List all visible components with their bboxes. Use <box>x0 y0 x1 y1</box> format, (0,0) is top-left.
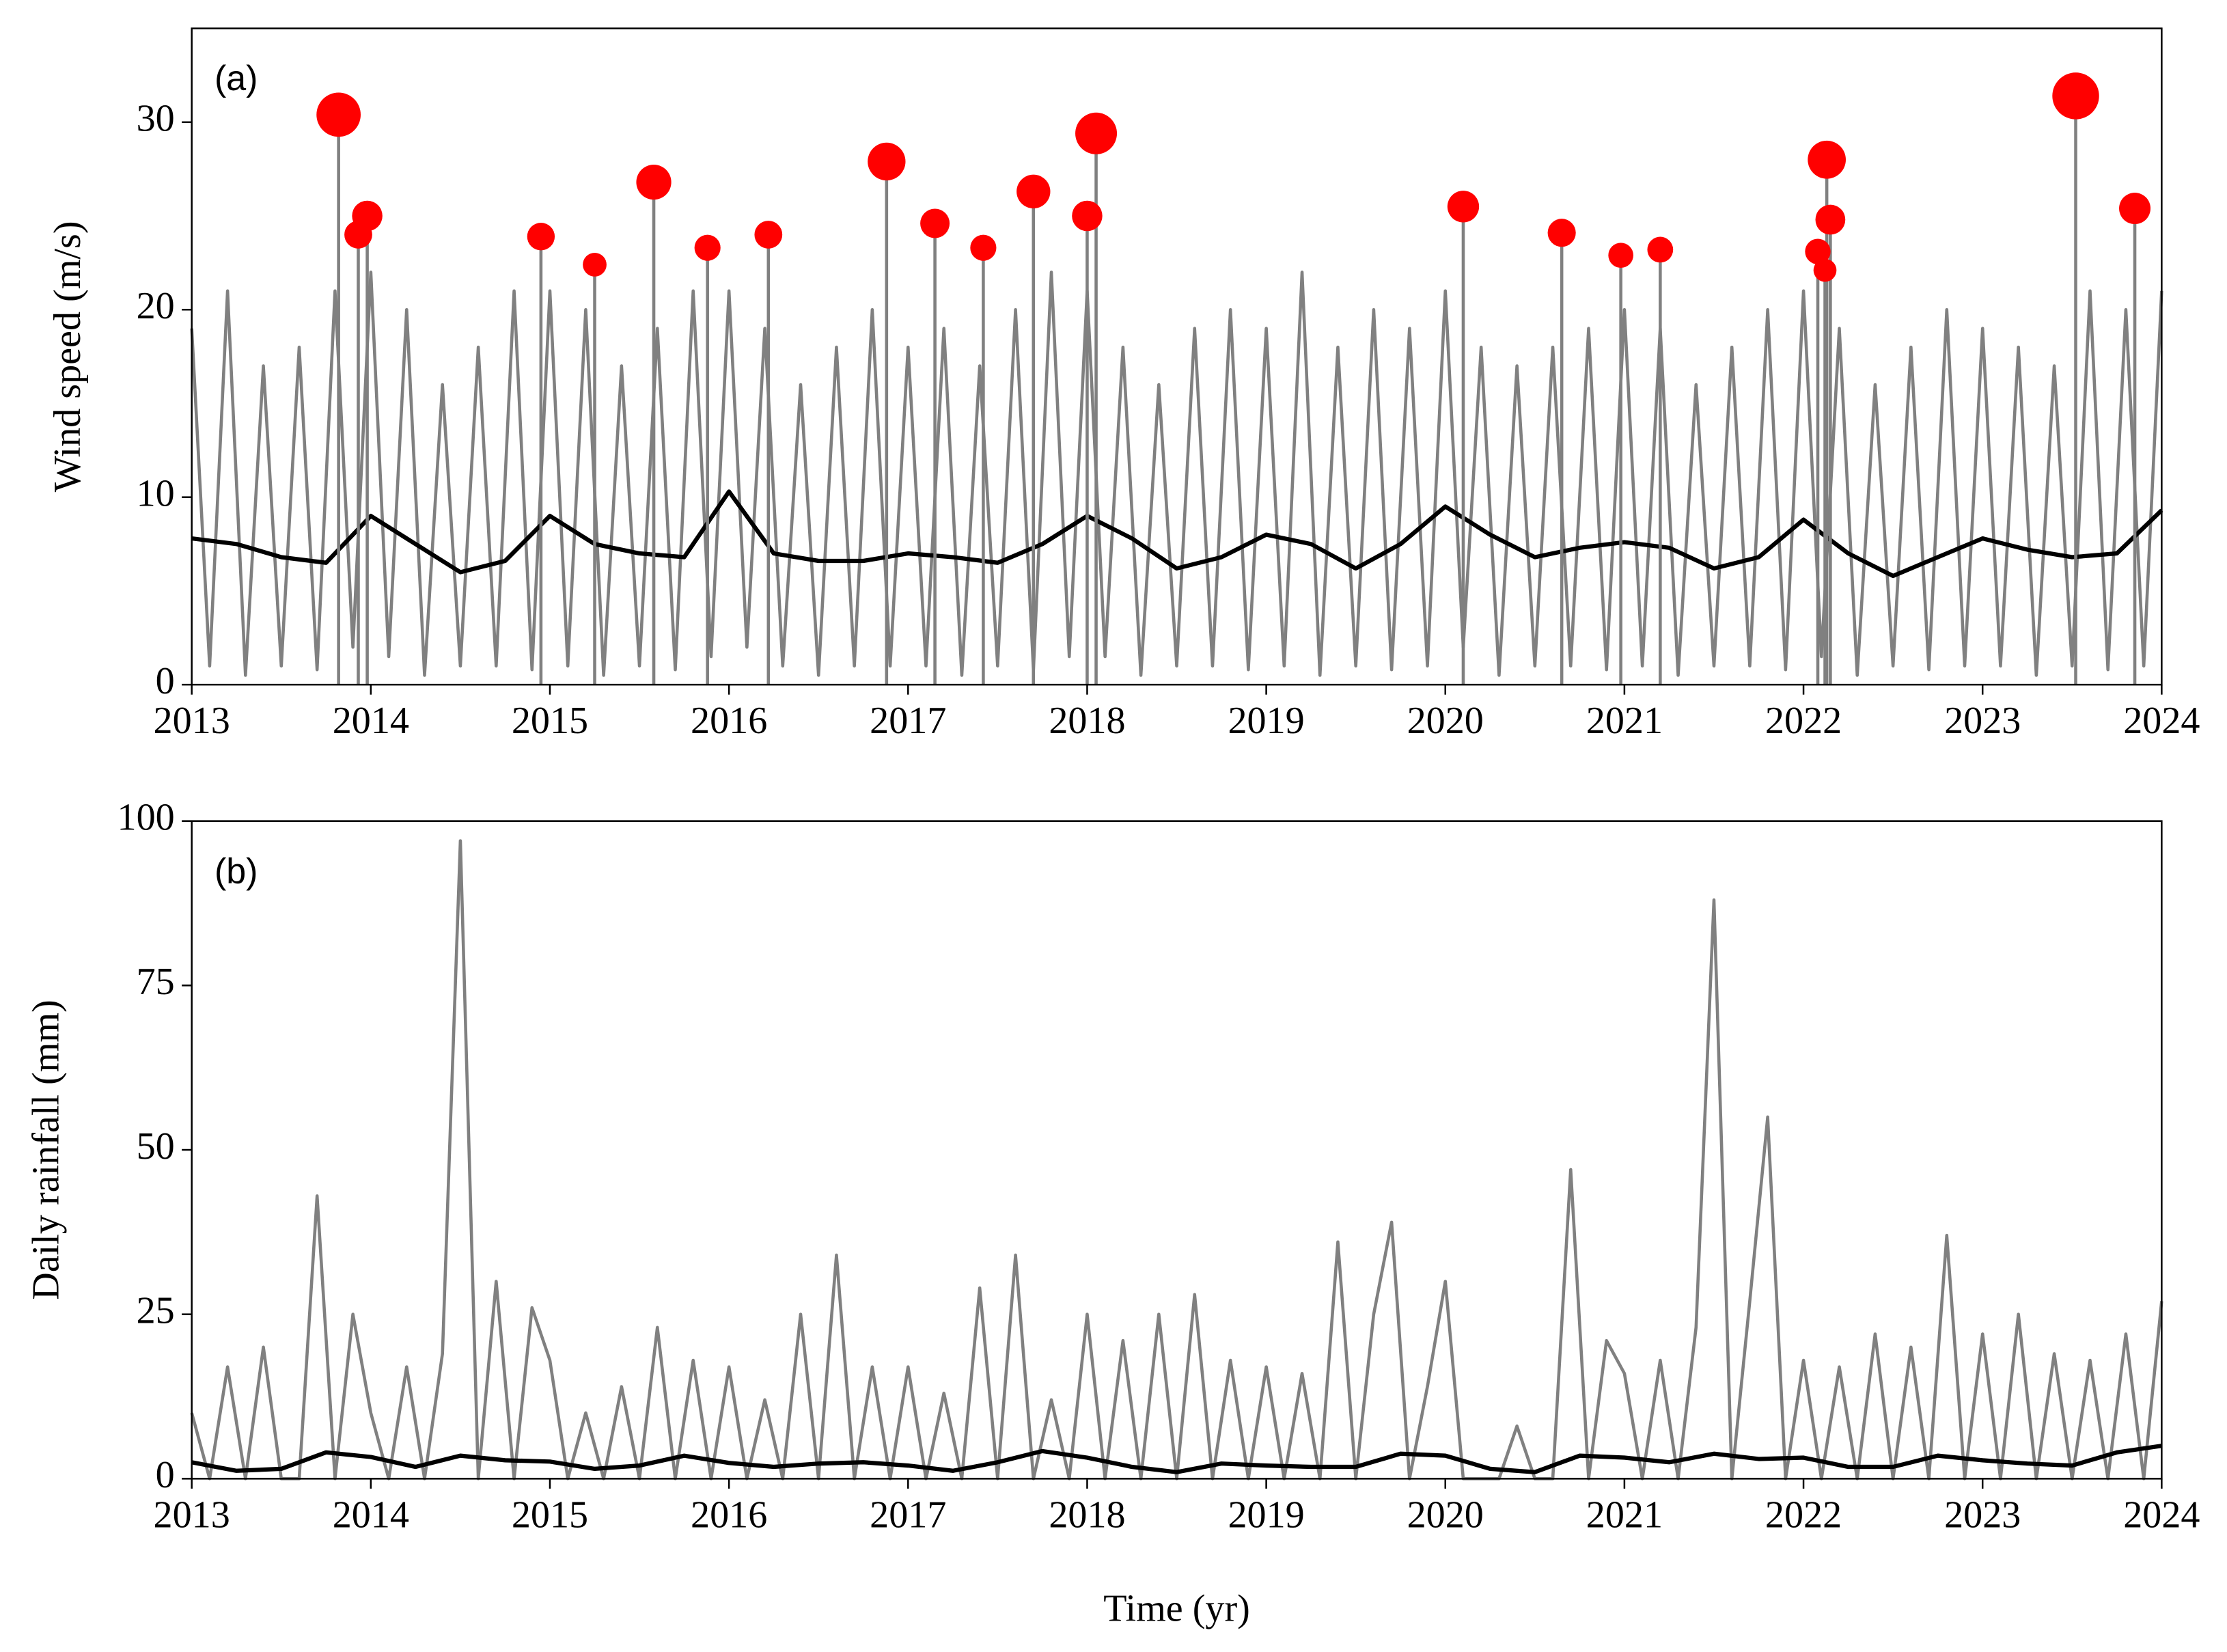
peak-marker <box>1447 191 1480 223</box>
x-tick-label: 2021 <box>1586 1493 1663 1536</box>
x-tick-label: 2013 <box>154 1493 230 1536</box>
x-tick-label: 2021 <box>1586 700 1663 742</box>
x-tick-label: 2015 <box>512 1493 588 1536</box>
data-line <box>190 271 2163 677</box>
data-line <box>191 1444 2162 1474</box>
x-tick-label: 2019 <box>1228 1493 1304 1536</box>
peak-marker <box>636 165 672 200</box>
peak-marker <box>316 92 361 137</box>
x-tick-label: 2018 <box>1049 1493 1125 1536</box>
peak-marker <box>1608 243 1633 268</box>
x-tick-label: 2024 <box>2123 1493 2200 1536</box>
x-axis-label: Time (yr) <box>1103 1588 1250 1630</box>
x-tick-label: 2014 <box>333 700 409 742</box>
x-tick-label: 2015 <box>512 700 588 742</box>
x-tick-label: 2022 <box>1765 1493 1842 1536</box>
peak-marker <box>1072 200 1103 232</box>
y-tick-label: 0 <box>156 1454 175 1496</box>
x-tick-label: 2013 <box>154 700 230 742</box>
peak-marker <box>2119 193 2151 225</box>
y-tick-label: 100 <box>117 797 175 839</box>
x-tick-label: 2022 <box>1765 700 1842 742</box>
peak-marker <box>694 234 721 261</box>
peak-marker <box>754 221 783 249</box>
x-tick-label: 2024 <box>2123 700 2200 742</box>
y-tick-label: 25 <box>137 1290 175 1332</box>
peak-marker <box>970 234 997 261</box>
x-tick-label: 2020 <box>1407 700 1484 742</box>
x-tick-label: 2023 <box>1944 1493 2021 1536</box>
data-line <box>190 839 2163 1481</box>
y-tick-label: 0 <box>156 660 175 702</box>
x-tick-label: 2016 <box>691 700 767 742</box>
peak-marker <box>868 142 906 181</box>
peak-marker <box>1016 174 1051 209</box>
y-tick-label: 20 <box>137 285 175 327</box>
x-tick-label: 2017 <box>870 700 946 742</box>
peak-marker <box>583 253 607 277</box>
panel-label: (a) <box>215 59 258 98</box>
peak-marker <box>1813 258 1837 282</box>
x-tick-label: 2018 <box>1049 700 1125 742</box>
peak-marker <box>527 223 555 251</box>
x-tick-label: 2014 <box>333 1493 409 1536</box>
x-tick-label: 2017 <box>870 1493 946 1536</box>
x-tick-label: 2019 <box>1228 700 1304 742</box>
y-tick-label: 75 <box>137 961 175 1003</box>
x-tick-label: 2020 <box>1407 1493 1484 1536</box>
peak-marker <box>1808 140 1846 179</box>
y-tick-label: 50 <box>137 1125 175 1168</box>
y-axis-label: Daily rainfall (mm) <box>25 1000 68 1300</box>
peak-marker <box>1805 238 1831 264</box>
peak-marker <box>920 208 950 238</box>
panel-label: (b) <box>215 851 258 891</box>
peak-marker <box>1075 112 1118 154</box>
x-tick-label: 2023 <box>1944 700 2021 742</box>
x-tick-label: 2016 <box>691 1493 767 1536</box>
data-line <box>191 489 2163 579</box>
peak-marker <box>2052 72 2099 120</box>
peak-marker <box>1547 219 1576 247</box>
peak-marker <box>1647 236 1674 263</box>
peak-marker <box>1815 204 1846 235</box>
y-tick-label: 10 <box>137 473 175 515</box>
y-axis-label: Wind speed (m/s) <box>46 221 89 492</box>
y-tick-label: 30 <box>137 98 175 140</box>
plot-frame <box>191 27 2163 686</box>
peak-marker <box>352 200 383 232</box>
